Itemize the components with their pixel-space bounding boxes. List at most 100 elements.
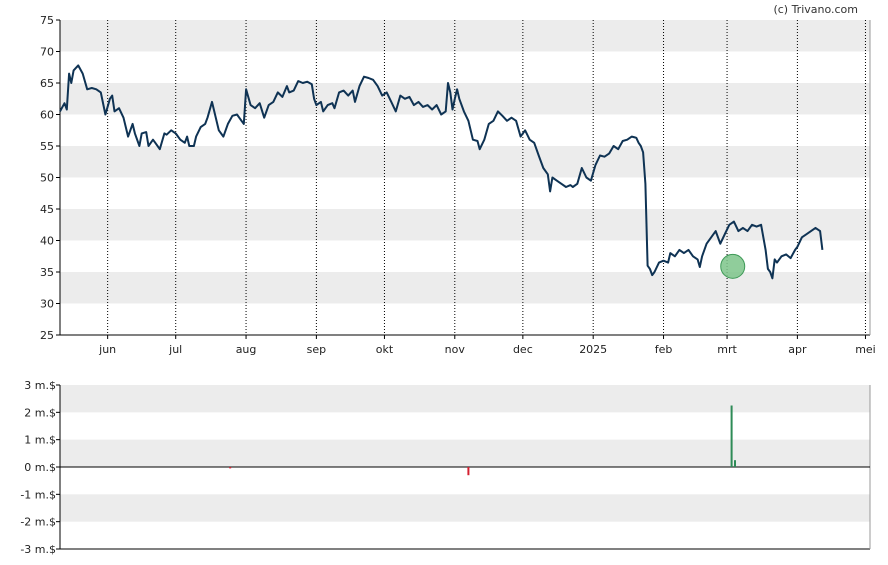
price-point	[617, 148, 619, 150]
price-point	[479, 148, 481, 150]
price-point	[524, 130, 526, 132]
price-point	[445, 111, 447, 113]
price-point	[73, 70, 75, 72]
price-y-tick-label: 30	[40, 298, 54, 311]
price-point	[790, 257, 792, 259]
price-point	[334, 107, 336, 109]
flow-y-tick-label: -3 m.$	[20, 543, 56, 556]
price-point	[66, 109, 68, 111]
price-x-tick-label: jul	[168, 343, 182, 356]
price-point	[520, 136, 522, 138]
price-point	[347, 95, 349, 97]
price-point	[96, 89, 98, 91]
price-point	[363, 76, 365, 78]
price-point	[77, 65, 79, 67]
price-point	[395, 111, 397, 113]
price-point	[794, 249, 796, 251]
price-point	[352, 90, 354, 92]
price-point	[452, 109, 454, 111]
price-grid-band	[60, 20, 870, 52]
price-point	[391, 101, 393, 103]
price-point	[236, 114, 238, 116]
price-point	[141, 133, 143, 135]
price-point	[810, 230, 812, 232]
price-x-tick-label: dec	[513, 343, 533, 356]
price-point	[654, 271, 656, 273]
price-point	[218, 130, 220, 132]
price-point	[459, 98, 461, 100]
price-point	[277, 92, 279, 94]
price-point	[613, 145, 615, 147]
price-point	[368, 77, 370, 79]
price-point	[418, 101, 420, 103]
price-point	[801, 237, 803, 239]
price-point	[100, 92, 102, 94]
price-point	[636, 137, 638, 139]
price-point	[468, 120, 470, 122]
flow-grid-band	[60, 494, 870, 522]
price-y-tick-label: 70	[40, 46, 54, 59]
price-point	[502, 115, 504, 117]
price-point	[413, 104, 415, 106]
price-point	[186, 136, 188, 138]
price-point	[332, 102, 334, 104]
price-point	[767, 268, 769, 270]
insider-buy-bar	[730, 405, 733, 467]
price-point	[64, 102, 66, 104]
flow-y-tick-label: -2 m.$	[20, 516, 56, 529]
price-point	[454, 98, 456, 100]
price-point	[159, 148, 161, 150]
price-point	[549, 191, 551, 193]
price-point	[82, 73, 84, 75]
price-point	[769, 271, 771, 273]
price-point	[463, 111, 465, 113]
price-point	[211, 101, 213, 103]
price-point	[663, 260, 665, 262]
price-point	[68, 73, 70, 75]
price-point	[204, 123, 206, 125]
price-series-line	[59, 64, 824, 280]
price-point	[286, 85, 288, 87]
price-point	[307, 81, 309, 83]
price-y-tick-label: 40	[40, 235, 54, 248]
price-point	[268, 104, 270, 106]
price-point	[720, 243, 722, 245]
price-point	[91, 87, 93, 89]
price-point	[282, 96, 284, 98]
price-point	[484, 139, 486, 141]
price-point	[738, 230, 740, 232]
price-point	[381, 95, 383, 97]
price-point	[765, 249, 767, 251]
price-point	[436, 104, 438, 106]
price-point	[729, 224, 731, 226]
price-x-tick-label: apr	[788, 343, 807, 356]
price-point	[155, 142, 157, 144]
price-point	[404, 98, 406, 100]
flow-grid-band	[60, 439, 870, 467]
price-point	[132, 123, 134, 125]
price-point	[710, 237, 712, 239]
price-point	[207, 117, 209, 119]
price-point	[590, 180, 592, 182]
price-point	[123, 117, 125, 119]
price-point	[59, 111, 61, 113]
price-point	[556, 180, 558, 182]
price-point	[302, 82, 304, 84]
price-point	[338, 92, 340, 94]
price-point	[533, 142, 535, 144]
credit-text: (c) Trivano.com	[773, 3, 858, 16]
price-point	[515, 120, 517, 122]
price-point	[322, 111, 324, 113]
price-point	[200, 126, 202, 128]
price-point	[688, 249, 690, 251]
price-x-tick-label: mrt	[717, 343, 737, 356]
price-point	[701, 255, 703, 257]
price-point	[386, 92, 388, 94]
price-point	[311, 84, 313, 86]
price-point	[175, 133, 177, 135]
price-point	[638, 142, 640, 144]
price-point	[193, 145, 195, 147]
price-x-tick-label: okt	[376, 343, 394, 356]
price-point	[647, 265, 649, 267]
price-point	[422, 106, 424, 108]
